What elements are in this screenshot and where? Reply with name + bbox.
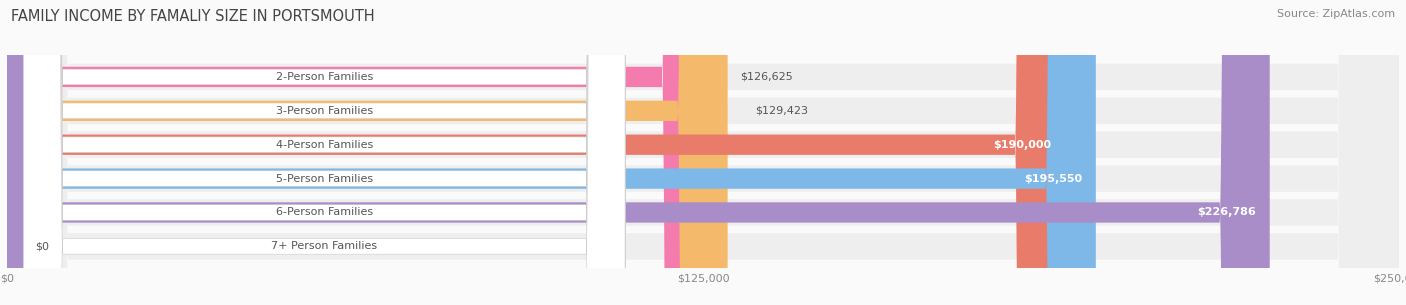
Text: $190,000: $190,000	[993, 140, 1050, 150]
FancyBboxPatch shape	[7, 0, 1399, 305]
FancyBboxPatch shape	[24, 0, 626, 305]
FancyBboxPatch shape	[7, 0, 1399, 305]
FancyBboxPatch shape	[24, 0, 626, 305]
FancyBboxPatch shape	[24, 0, 626, 305]
FancyBboxPatch shape	[7, 0, 728, 305]
FancyBboxPatch shape	[7, 0, 1399, 305]
Text: $226,786: $226,786	[1197, 207, 1256, 217]
Text: $126,625: $126,625	[740, 72, 793, 82]
Text: 2-Person Families: 2-Person Families	[276, 72, 373, 82]
Text: 4-Person Families: 4-Person Families	[276, 140, 373, 150]
Text: FAMILY INCOME BY FAMALIY SIZE IN PORTSMOUTH: FAMILY INCOME BY FAMALIY SIZE IN PORTSMO…	[11, 9, 375, 24]
FancyBboxPatch shape	[24, 0, 626, 305]
FancyBboxPatch shape	[7, 0, 1095, 305]
FancyBboxPatch shape	[7, 0, 711, 305]
Text: $195,550: $195,550	[1024, 174, 1081, 184]
Text: 6-Person Families: 6-Person Families	[276, 207, 373, 217]
FancyBboxPatch shape	[7, 0, 1064, 305]
FancyBboxPatch shape	[7, 0, 1399, 305]
FancyBboxPatch shape	[7, 0, 1270, 305]
Text: Source: ZipAtlas.com: Source: ZipAtlas.com	[1277, 9, 1395, 19]
Text: 7+ Person Families: 7+ Person Families	[271, 241, 377, 251]
FancyBboxPatch shape	[7, 0, 1399, 305]
FancyBboxPatch shape	[24, 0, 626, 305]
Text: $0: $0	[35, 241, 49, 251]
Text: 3-Person Families: 3-Person Families	[276, 106, 373, 116]
FancyBboxPatch shape	[7, 0, 1399, 305]
FancyBboxPatch shape	[24, 0, 626, 305]
Text: 5-Person Families: 5-Person Families	[276, 174, 373, 184]
Text: $129,423: $129,423	[755, 106, 808, 116]
